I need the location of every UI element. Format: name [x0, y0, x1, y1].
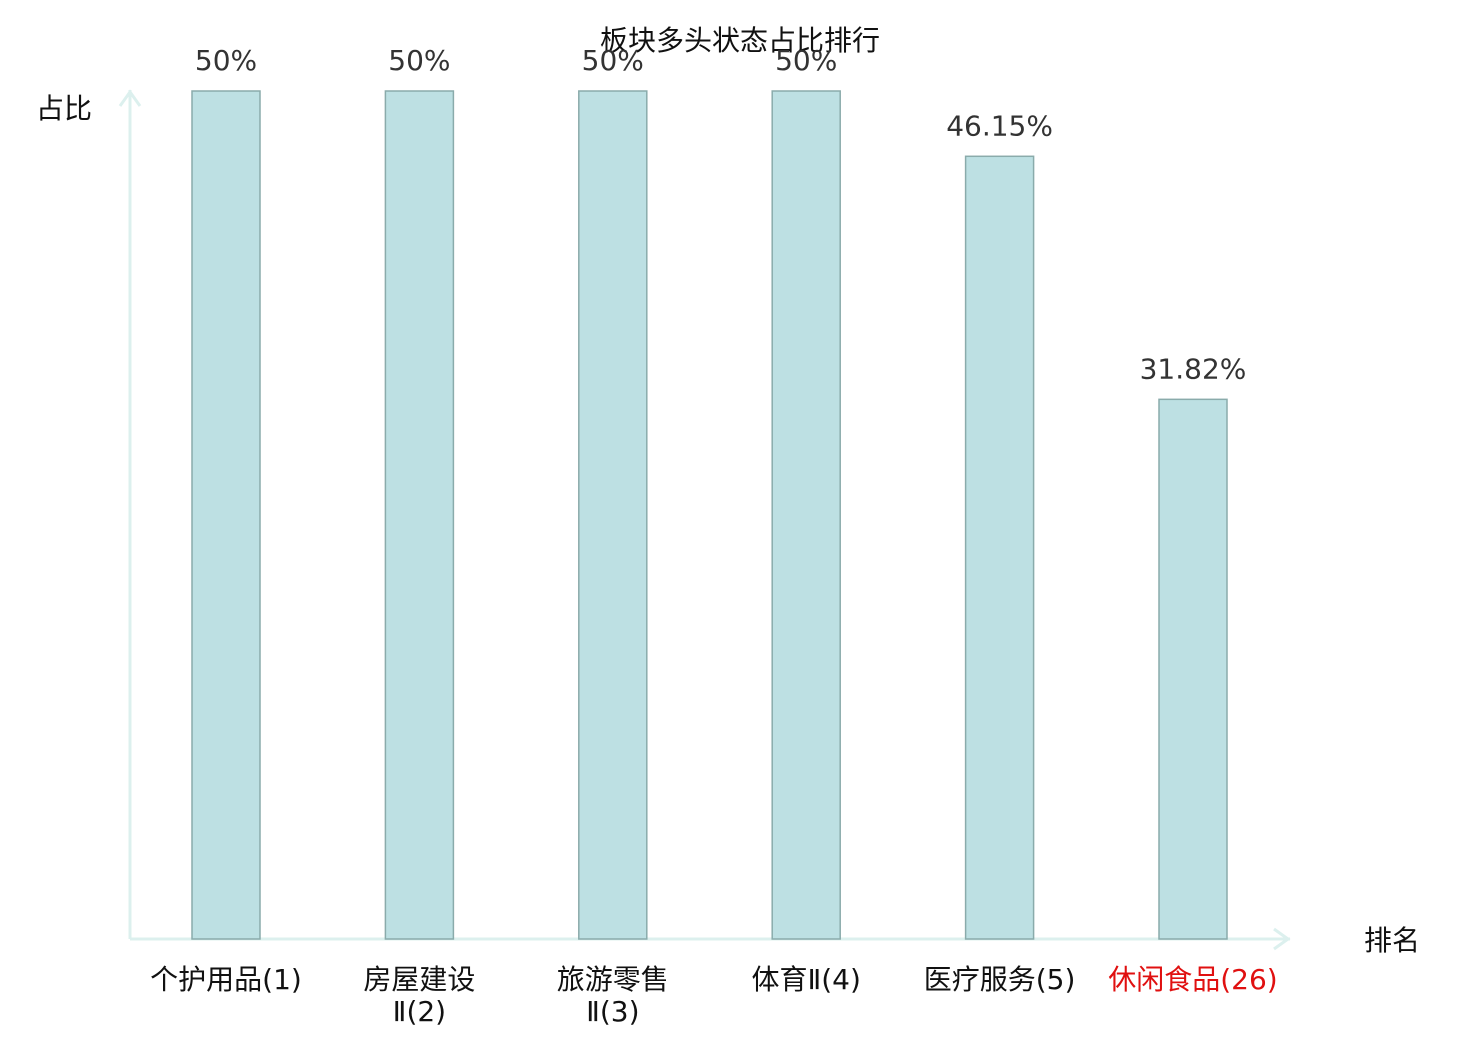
bar [771, 90, 841, 940]
value-label: 50% [775, 44, 837, 77]
value-label: 31.82% [1140, 352, 1247, 385]
y-axis-label: 占比 [36, 92, 92, 125]
x-axis-arrow [1273, 927, 1291, 951]
bar [578, 90, 648, 940]
x-tick-label: 房屋建设 Ⅱ(2) [363, 963, 476, 1028]
value-label: 50% [582, 44, 644, 77]
x-axis-label: 排名 [1364, 924, 1420, 957]
value-label: 50% [388, 44, 450, 77]
chart-title: 板块多头状态占比排行 [600, 24, 880, 57]
x-tick-label: 休闲食品(26) [1108, 963, 1278, 996]
bar [1158, 398, 1228, 940]
y-axis-arrow [118, 89, 142, 107]
value-label: 50% [195, 44, 257, 77]
bar [964, 155, 1035, 940]
x-tick-label: 个护用品(1) [150, 963, 302, 996]
x-tick-label: 医疗服务(5) [923, 963, 1076, 996]
value-label: 46.15% [946, 109, 1053, 142]
x-tick-label: 旅游零售 Ⅱ(3) [556, 963, 669, 1028]
x-tick-label: 体育Ⅱ(4) [751, 963, 861, 996]
bar [191, 90, 261, 940]
bar [384, 90, 455, 940]
